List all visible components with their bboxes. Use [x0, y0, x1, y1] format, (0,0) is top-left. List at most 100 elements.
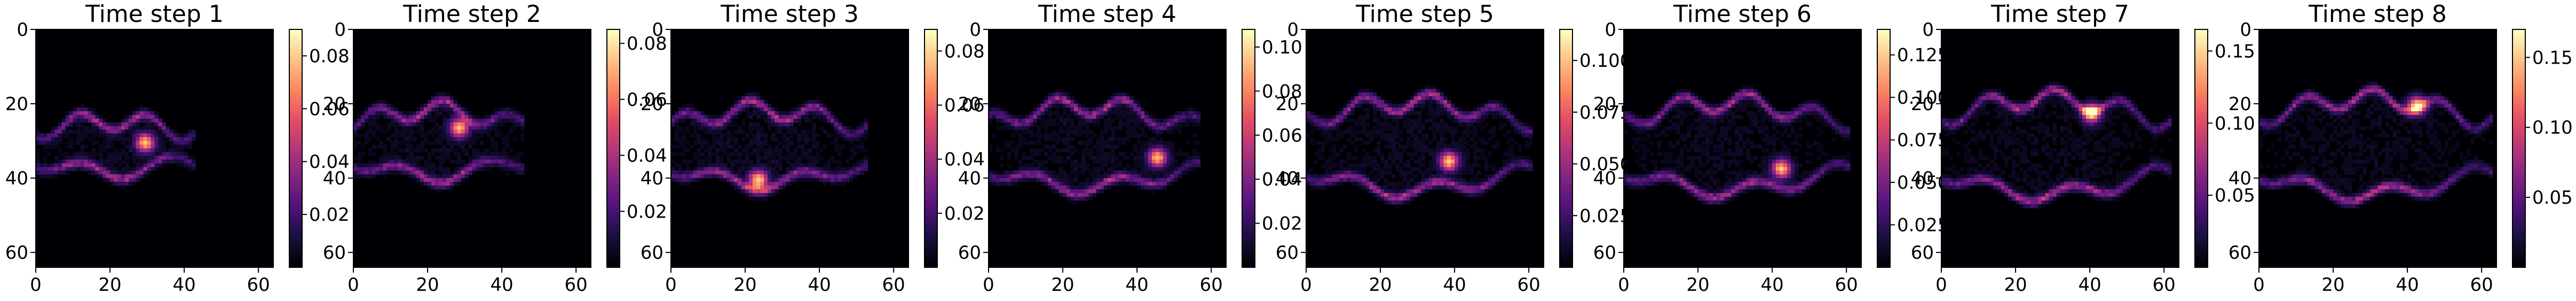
heatmap-cell	[409, 148, 413, 153]
heatmap-cell	[509, 167, 513, 171]
heatmap-cell	[704, 118, 709, 123]
heatmap-cell	[1790, 126, 1795, 130]
heatmap-cell	[1428, 96, 1433, 101]
heatmap-cell	[65, 111, 70, 115]
heatmap-cell	[424, 167, 428, 171]
heatmap-cell	[1189, 159, 1194, 164]
heatmap-cell	[1440, 96, 1444, 101]
colorbar-segment	[289, 227, 302, 233]
heatmap-cell	[752, 107, 757, 112]
heatmap-cell	[386, 159, 391, 164]
heatmap-cell	[498, 152, 502, 156]
heatmap-cell	[1458, 167, 1463, 171]
heatmap-cell	[165, 148, 170, 153]
heatmap-cell	[472, 122, 477, 127]
heatmap-cell	[860, 141, 865, 145]
heatmap-cell	[1155, 144, 1160, 149]
heatmap-cell	[1122, 96, 1126, 101]
heatmap-cell	[65, 122, 70, 127]
heatmap-cell	[778, 122, 783, 127]
heatmap-cell	[778, 167, 783, 171]
heatmap-cell	[379, 111, 384, 115]
heatmap-cell	[1432, 156, 1436, 160]
heatmap-cell	[520, 122, 525, 127]
heatmap-cell	[1025, 122, 1030, 127]
heatmap-cell	[1324, 159, 1329, 164]
heatmap-cell	[845, 137, 850, 142]
heatmap-cell	[110, 141, 114, 145]
heatmap-cell	[154, 122, 159, 127]
heatmap-cell	[36, 137, 40, 142]
colorbar-segment	[924, 117, 937, 121]
heatmap-cell	[102, 159, 107, 164]
heatmap-cell	[1676, 129, 1680, 134]
heatmap-cell	[1343, 174, 1348, 179]
heatmap-cell	[1137, 152, 1141, 156]
colorbar-segment	[289, 212, 302, 217]
heatmap-cell	[1003, 174, 1008, 179]
heatmap-cell	[1332, 114, 1337, 119]
heatmap-cell	[154, 152, 159, 156]
heatmap-cell	[1447, 126, 1451, 130]
heatmap-cell	[816, 133, 820, 138]
heatmap-cell	[54, 144, 59, 149]
heatmap-cell	[364, 114, 369, 119]
heatmap-cell	[1332, 122, 1337, 127]
heatmap-cell	[139, 133, 144, 138]
heatmap-cell	[73, 107, 77, 112]
heatmap-cell	[1362, 107, 1366, 112]
heatmap-cell	[1724, 126, 1728, 130]
colorbar-tick-label: 0.10	[1262, 37, 1302, 58]
heatmap-cell	[1073, 186, 1078, 190]
heatmap-cell	[1731, 96, 1736, 101]
heatmap-cell	[76, 152, 81, 156]
heatmap-cell	[1025, 156, 1030, 160]
heatmap-cell	[1702, 129, 1706, 134]
heatmap-cell	[1328, 137, 1333, 142]
heatmap-cell	[1395, 204, 1400, 209]
colorbar-segment	[607, 196, 620, 200]
heatmap-cell	[712, 129, 716, 134]
heatmap-cell	[730, 159, 734, 164]
heatmap-cell	[69, 156, 74, 160]
heatmap-cell	[845, 171, 850, 175]
heatmap-cell	[446, 167, 451, 171]
heatmap-cell	[756, 126, 761, 130]
heatmap-cell	[1059, 114, 1063, 119]
heatmap-cell	[431, 114, 436, 119]
heatmap-cell	[1480, 111, 1485, 115]
heatmap-cell	[745, 114, 749, 119]
heatmap-cell	[1465, 156, 1470, 160]
heatmap-cell	[782, 174, 787, 179]
heatmap-cell	[1436, 174, 1440, 179]
heatmap-cell	[438, 133, 443, 138]
colorbar-segment	[924, 243, 937, 248]
heatmap-cell	[1133, 171, 1137, 175]
heatmap-cell	[491, 156, 495, 160]
heatmap-cell	[1369, 171, 1373, 175]
heatmap-cell	[173, 159, 177, 164]
heatmap-cell	[1387, 167, 1392, 171]
heatmap-cell	[1458, 141, 1463, 145]
heatmap-cell	[1010, 182, 1015, 186]
heatmap-cell	[767, 192, 772, 197]
heatmap-cell	[749, 100, 753, 104]
colorbar-segment	[289, 152, 302, 157]
heatmap-cell	[46, 133, 51, 138]
heatmap-cell	[734, 159, 738, 164]
heatmap-cell	[1406, 141, 1411, 145]
heatmap-cell	[1048, 107, 1052, 112]
heatmap-cell	[76, 126, 81, 130]
heatmap-cell	[487, 118, 491, 123]
heatmap-cell	[99, 167, 103, 171]
heatmap-cell	[502, 159, 506, 164]
heatmap-cell	[1805, 104, 1810, 108]
heatmap-cell	[741, 152, 746, 156]
colorbar-segment	[1560, 112, 1573, 117]
heatmap-cell	[353, 171, 358, 175]
heatmap-cell	[110, 152, 114, 156]
heatmap-cell	[1668, 118, 1672, 123]
heatmap-cell	[1373, 174, 1377, 179]
heatmap-cell	[823, 174, 827, 179]
heatmap-cell	[1007, 118, 1012, 123]
